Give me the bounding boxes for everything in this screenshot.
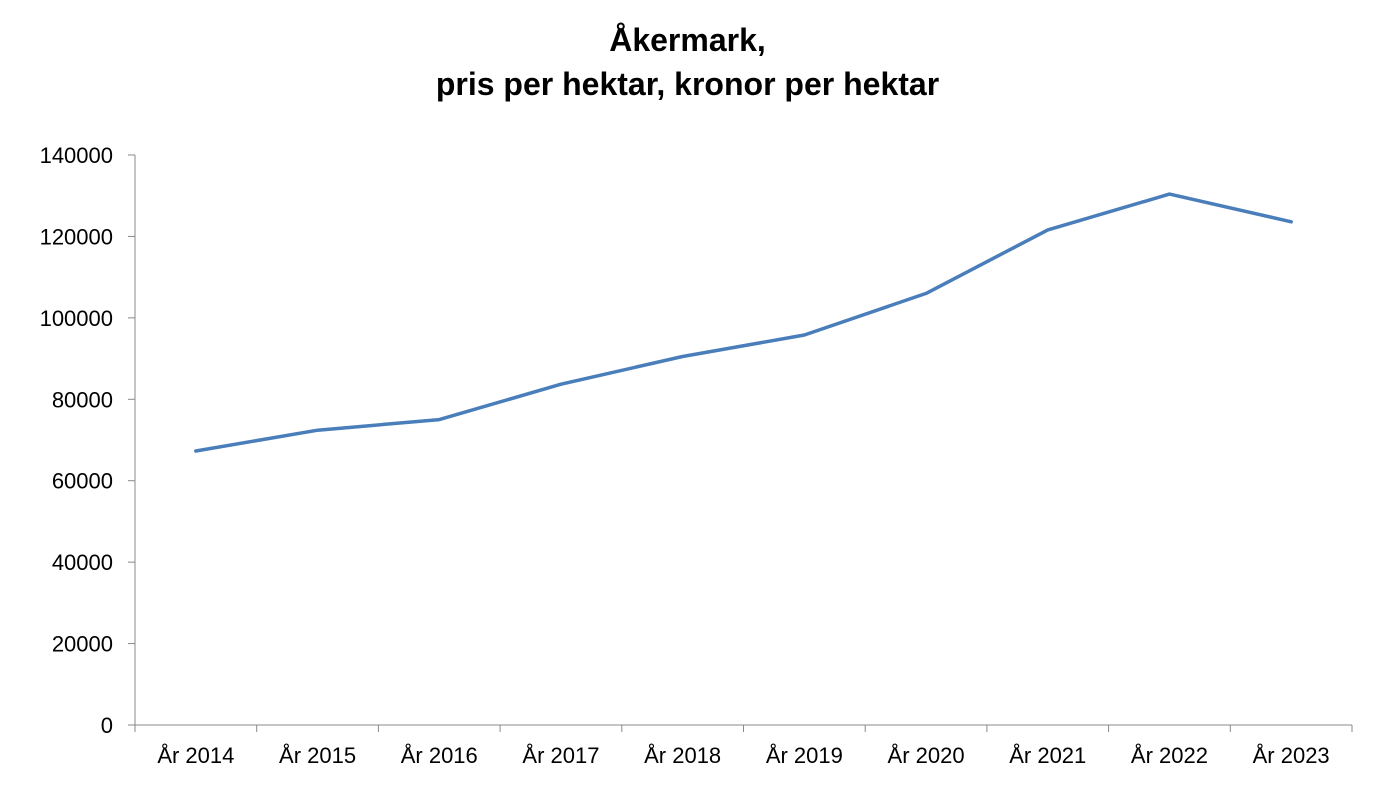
y-tick-label: 40000 — [52, 550, 113, 575]
y-tick-label: 120000 — [40, 224, 113, 249]
x-tick-label: År 2023 — [1253, 743, 1330, 768]
x-tick-label: År 2017 — [522, 743, 599, 768]
x-axis-ticks: År 2014 År 2015 År 2016 År 2017 År 2018 År 20… — [134, 725, 1353, 768]
chart-title-line-1: Åkermark, — [609, 22, 766, 58]
x-tick-label: År 2020 — [888, 743, 965, 768]
series-lines — [194, 192, 1293, 453]
x-tick-label: År 2014 — [157, 743, 234, 768]
y-tick-label: 60000 — [52, 469, 113, 494]
x-tick-label: År 2015 — [279, 743, 356, 768]
x-tick-label: År 2016 — [401, 743, 478, 768]
x-tick-label: År 2019 — [766, 743, 843, 768]
series-line — [194, 192, 1293, 453]
x-tick-label: År 2022 — [1131, 743, 1208, 768]
chart-title-line-2: pris per hektar, kronor per hektar — [435, 66, 940, 102]
y-tick-label: 80000 — [52, 387, 113, 412]
y-tick-label: 20000 — [52, 632, 113, 657]
y-tick-label: 100000 — [40, 306, 113, 331]
x-tick-label: År 2021 — [1009, 743, 1086, 768]
y-axis-ticks: 0 20000 40000 60000 80000 100000 120000 140000 — [40, 143, 135, 738]
chart-title: Åkermark, pris per hektar, kronor per he… — [0, 18, 1375, 106]
x-tick-label: År 2018 — [644, 743, 721, 768]
y-tick-label: 140000 — [40, 143, 113, 168]
y-tick-label: 0 — [101, 713, 113, 738]
chart-axes — [134, 155, 1352, 726]
